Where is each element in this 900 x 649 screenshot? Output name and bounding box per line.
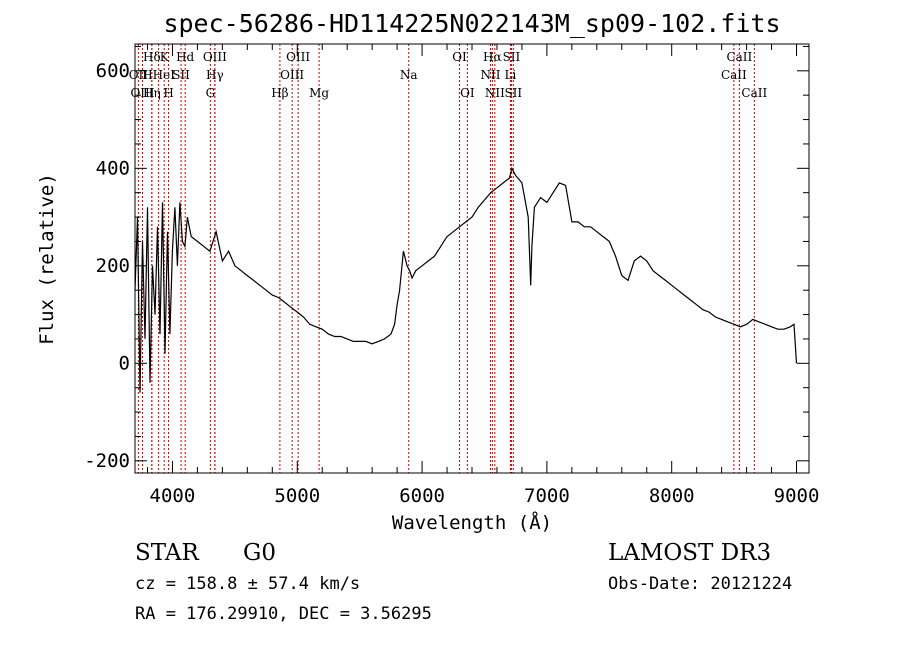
chart-title: spec-56286-HD114225N022143M_sp09-102.fit… xyxy=(163,9,780,38)
line-marker-label: K xyxy=(160,50,170,64)
line-marker-label: HHeI xyxy=(142,68,175,82)
y-tick-labels: -200 0 200 400 600 xyxy=(84,60,130,472)
line-marker-label: G xyxy=(206,86,216,100)
x-tick-label: 5000 xyxy=(274,485,320,507)
line-marker-label: SII xyxy=(172,68,190,82)
line-marker-label: OIII xyxy=(280,68,304,82)
x-tick-label: 9000 xyxy=(774,485,820,507)
line-marker-label: CaII xyxy=(741,86,767,100)
x-tick-labels: 4000 5000 6000 7000 8000 9000 xyxy=(150,485,820,507)
x-tick-label: 7000 xyxy=(524,485,570,507)
line-marker-label: NII xyxy=(480,68,500,82)
y-tick-label: 600 xyxy=(96,60,130,82)
line-marker-label: SII xyxy=(503,50,521,64)
line-marker-label: Hδ xyxy=(143,50,161,64)
object-subclass: G0 xyxy=(243,540,276,566)
line-marker-label: Hβ xyxy=(271,86,288,100)
line-marker-label: Hη xyxy=(143,86,161,100)
line-marker-label: OIII xyxy=(286,50,310,64)
line-marker-label: OIII xyxy=(203,50,227,64)
line-marker-label: Hγ xyxy=(206,68,224,82)
y-tick-label: 400 xyxy=(96,157,130,179)
line-marker-label: OII xyxy=(129,68,149,82)
x-tick-label: 6000 xyxy=(399,485,445,507)
y-tick-label: -200 xyxy=(84,450,130,472)
spectrum-line xyxy=(134,166,798,393)
plot-frame xyxy=(134,43,810,474)
obs-date: Obs-Date: 20121224 xyxy=(608,574,792,594)
y-tick-label: 200 xyxy=(96,255,130,277)
y-axis-label: Flux (relative) xyxy=(36,173,58,345)
line-marker-label: Hd xyxy=(176,50,194,64)
survey-name: LAMOST DR3 xyxy=(608,540,771,566)
line-marker-label: Na xyxy=(400,68,418,82)
x-tick-label: 8000 xyxy=(649,485,695,507)
axis-ticks xyxy=(135,44,809,473)
line-marker-label: SII xyxy=(504,86,522,100)
x-tick-label: 4000 xyxy=(150,485,196,507)
object-class: STAR xyxy=(135,540,199,566)
line-marker-label: Mg xyxy=(309,86,329,100)
y-tick-label: 0 xyxy=(119,352,130,374)
line-marker-label: NII xyxy=(485,86,505,100)
line-marker-label: CaII xyxy=(721,68,747,82)
line-marker-label: Hα xyxy=(483,50,502,64)
line-marker-label: H xyxy=(163,86,173,100)
line-marker-label: OI xyxy=(452,50,467,64)
line-marker-label: OIII xyxy=(130,86,154,100)
line-marker-label: CaII xyxy=(726,50,752,64)
line-marker-label: Li xyxy=(505,68,517,82)
emission-line-markers xyxy=(137,44,755,473)
x-axis-label: Wavelength (Å) xyxy=(392,511,552,534)
coordinates: RA = 176.29910, DEC = 3.56295 xyxy=(135,604,432,624)
redshift-cz: cz = 158.8 ± 57.4 km/s xyxy=(135,574,360,594)
line-marker-label: OI xyxy=(460,86,475,100)
